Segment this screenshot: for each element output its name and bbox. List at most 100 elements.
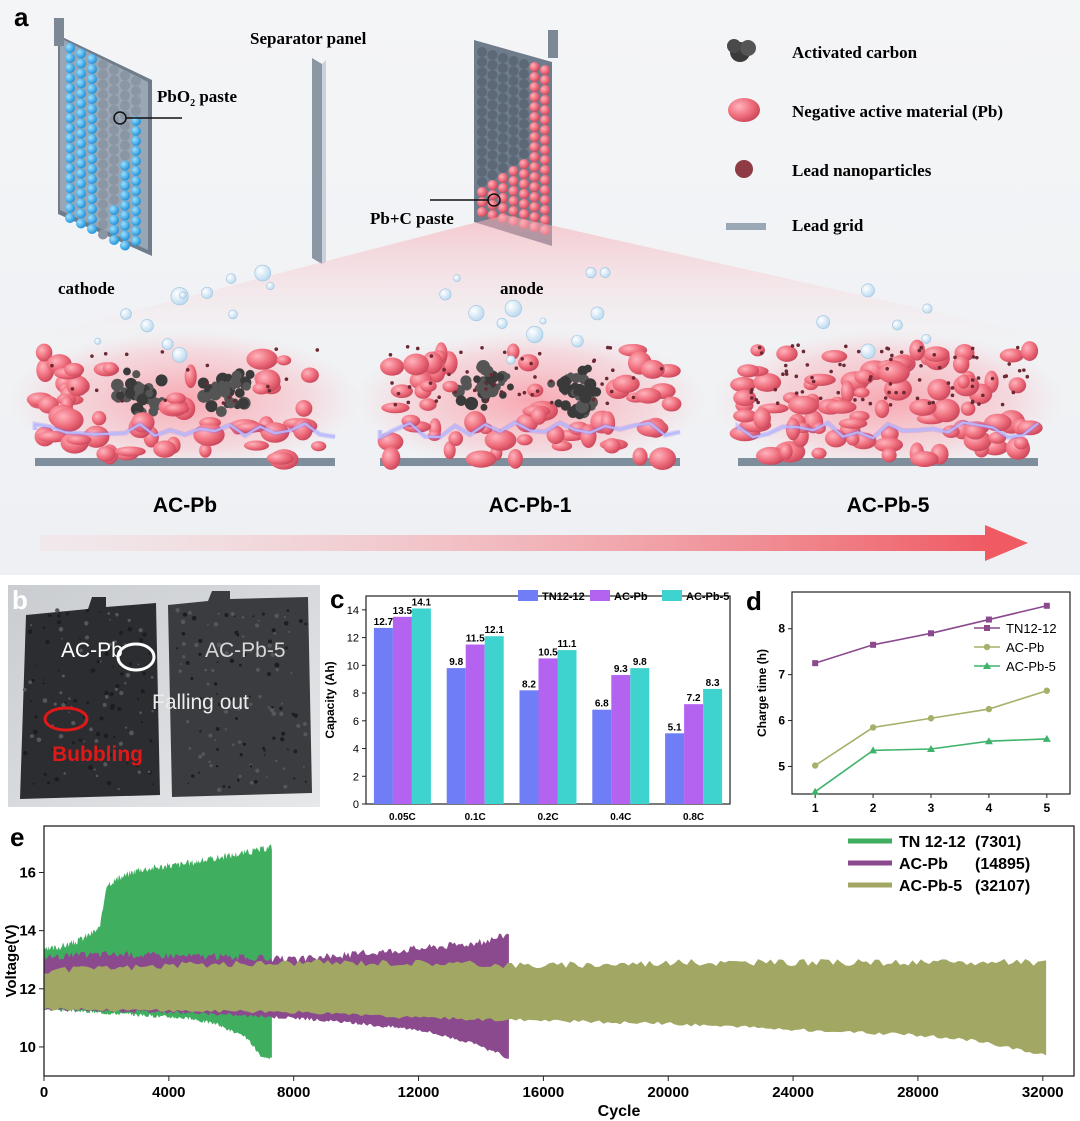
- bar-ac-pb-5: [411, 608, 431, 804]
- svg-text:PbO2 paste: PbO2 paste: [157, 87, 238, 109]
- x-axis-label: Cycle: [598, 1103, 641, 1120]
- x-tick-label: 0.4C: [610, 812, 631, 822]
- data-point: [869, 724, 877, 731]
- watermark: 大数跨境: [28, 1094, 100, 1114]
- bar-value-label: 14.1: [412, 597, 432, 608]
- y-tick-label: 16: [19, 865, 36, 882]
- x-tick-label: 0.1C: [465, 812, 486, 822]
- legend-activated-carbon: Activated carbon: [792, 43, 918, 62]
- legend-pb-material: Negative active material (Pb): [792, 102, 1003, 121]
- bar-tn12-12: [519, 690, 539, 804]
- data-point: [927, 745, 935, 753]
- x-tick-label: 16000: [523, 1084, 565, 1101]
- bar-tn12-12: [446, 668, 466, 804]
- y-tick-label: 6: [778, 714, 785, 728]
- bar-tn12-12: [665, 733, 685, 804]
- y-tick-label: 14: [347, 605, 359, 617]
- legend-label: AC-Pb-5: [1006, 659, 1056, 674]
- legend-a: Activated carbon Negative active materia…: [726, 39, 1003, 235]
- y-tick-label: 8: [353, 688, 359, 700]
- sample-illustration: [355, 267, 705, 471]
- y-axis-label: Charge time (h): [755, 649, 769, 737]
- sample-illustration: [713, 283, 1063, 470]
- bar-value-label: 8.3: [706, 678, 720, 689]
- ac-pb-5-plate-photo: [168, 591, 312, 797]
- data-point: [983, 643, 991, 651]
- legend-swatch: [518, 590, 538, 601]
- lead-nanoparticle-icon: [735, 160, 753, 178]
- bubbling-marker: [43, 706, 89, 732]
- chart-c: 0 2 4 6 8 10 12 14 Capacity (Ah) 0.05C 12.713.514.…: [323, 584, 731, 822]
- data-point: [985, 616, 992, 623]
- panel-c-letter: c: [330, 584, 344, 614]
- activated-carbon-icon: [727, 39, 756, 62]
- bar-ac-pb: [465, 644, 485, 804]
- lead-grid-icon: [726, 223, 766, 230]
- legend-label: TN12-12: [542, 591, 585, 603]
- anode-plate: [474, 30, 558, 246]
- separator-panel: [312, 58, 326, 264]
- photo-label-ac-pb-5: AC-Pb-5: [205, 639, 286, 662]
- bar-value-label: 9.3: [614, 664, 628, 675]
- y-tick-label: 2: [353, 771, 359, 783]
- panel-a-letter: a: [14, 2, 29, 32]
- panel-a: a Separator panel PbO2 paste Pb+C paste …: [0, 0, 1080, 575]
- plot-frame: [43, 825, 1075, 1077]
- legend-swatch: [662, 590, 682, 601]
- legend-label: AC-Pb-5: [899, 878, 962, 895]
- bar-ac-pb: [684, 704, 704, 804]
- series-ac-pb-5: [811, 734, 1051, 795]
- cathode-label: cathode: [58, 279, 115, 298]
- y-tick-label: 4: [353, 744, 359, 756]
- bar-ac-pb-5: [484, 636, 504, 804]
- data-point: [869, 746, 878, 754]
- data-point: [928, 630, 934, 637]
- bar-ac-pb-5: [557, 650, 577, 804]
- x-tick-label: 20000: [647, 1084, 689, 1101]
- bar-tn12-12: [592, 709, 612, 804]
- bar-value-label: 12.7: [374, 617, 394, 628]
- zoom-beam: [20, 215, 1060, 340]
- bar-tn12-12: [373, 627, 393, 804]
- data-point: [811, 787, 820, 795]
- falling-out-marker: [116, 642, 156, 672]
- sample-label-ac-pb-5: AC-Pb-5: [847, 494, 930, 517]
- x-tick-label: 3: [928, 801, 935, 815]
- legend-label: TN 12-12: [899, 834, 966, 851]
- y-tick-label: 12: [347, 633, 359, 645]
- x-tick-label: 5: [1043, 801, 1050, 815]
- data-point: [984, 737, 993, 745]
- chart-d: 5 6 7 8 1 2 3 4 5 Charge time (h) TN12-12 AC-Pb AC-P…: [746, 586, 1071, 815]
- legend-cycles: (14895): [975, 856, 1030, 873]
- bar-ac-pb: [538, 658, 558, 804]
- bar-ac-pb-5: [630, 668, 650, 804]
- y-tick-label: 6: [353, 716, 359, 728]
- legend-label: AC-Pb: [614, 591, 648, 603]
- trend-arrow: [40, 525, 1028, 561]
- x-tick-label: 0.2C: [537, 812, 558, 822]
- photo-label-ac-pb: AC-Pb: [61, 639, 123, 662]
- x-tick-label: 12000: [398, 1084, 440, 1101]
- y-tick-label: 14: [19, 923, 36, 940]
- separator-label: Separator panel: [250, 29, 367, 48]
- x-tick-label: 4000: [152, 1084, 185, 1101]
- y-tick-label: 10: [347, 660, 359, 672]
- legend-label: AC-Pb-5: [686, 591, 729, 603]
- x-tick-label: 24000: [772, 1084, 814, 1101]
- y-tick-label: 8: [778, 622, 785, 636]
- bar-ac-pb-5: [703, 688, 723, 804]
- bar-value-label: 11.1: [558, 639, 577, 650]
- x-tick-label: 32000: [1022, 1084, 1064, 1101]
- data-point: [984, 625, 990, 631]
- bar-value-label: 6.8: [595, 699, 609, 710]
- y-tick-label: 5: [778, 759, 785, 773]
- x-tick-label: 1: [812, 801, 819, 815]
- data-point: [1042, 734, 1051, 742]
- x-tick-label: 8000: [277, 1084, 310, 1101]
- legend-lead-grid: Lead grid: [792, 216, 864, 235]
- sample-label-ac-pb-1: AC-Pb-1: [489, 494, 572, 517]
- series-line: [814, 689, 1048, 767]
- legend-label: AC-Pb: [899, 856, 948, 873]
- pbo2-paste-label: PbO2 paste: [113, 87, 238, 125]
- y-tick-label: 12: [19, 981, 36, 998]
